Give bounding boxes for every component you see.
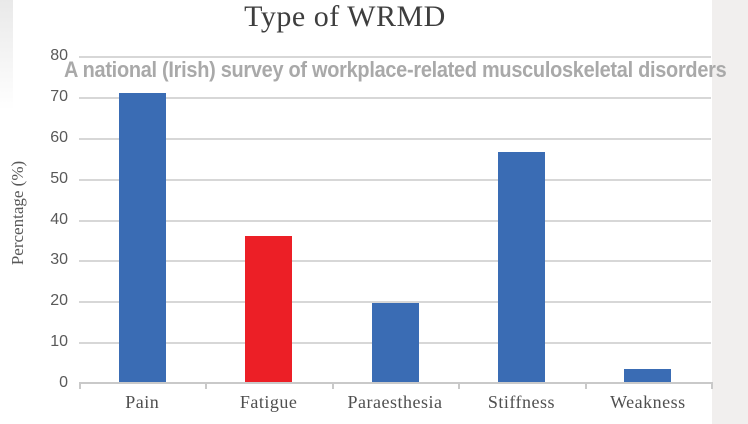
x-axis-line [79, 382, 713, 384]
x-axis-tick [584, 384, 587, 389]
y-tick-label-20: 20 [50, 292, 68, 310]
x-axis-category-labels: Pain Fatigue Paraesthesia Stiffness Weakness [79, 392, 711, 413]
bars-group [79, 56, 711, 383]
bar-column-stiffness [458, 56, 584, 383]
bar-column-pain [79, 56, 205, 383]
y-tick-label-10: 10 [50, 333, 68, 351]
gridline-70 [79, 96, 711, 99]
gridline-20 [79, 301, 711, 304]
x-label-paraesthesia: Paraesthesia [347, 392, 443, 412]
y-tick-label-60: 60 [50, 128, 68, 146]
x-axis-tick [79, 384, 81, 389]
bar-column-fatigue [205, 56, 331, 383]
bar-weakness [624, 368, 672, 383]
x-label-weakness: Weakness [610, 392, 686, 412]
x-axis-tick [711, 384, 713, 389]
page-edge-left [0, 0, 13, 110]
y-tick-label-50: 50 [50, 169, 68, 187]
watermark-text: A national (Irish) survey of workplace-r… [64, 57, 727, 82]
plot-area [79, 56, 711, 383]
bar-column-weakness [585, 56, 711, 383]
gridline-60 [79, 137, 711, 140]
x-axis-tick [205, 384, 208, 389]
y-tick-label-70: 70 [50, 87, 68, 105]
x-label-stiffness: Stiffness [487, 392, 556, 412]
x-axis-tick [458, 384, 461, 389]
bar-column-paraesthesia [332, 56, 458, 383]
y-tick-label-80: 80 [50, 47, 68, 64]
y-tick-label-30: 30 [50, 251, 68, 269]
y-tick-label-40: 40 [50, 210, 68, 228]
gridline-30 [79, 260, 711, 263]
bar-stiffness [497, 152, 545, 383]
bar-fatigue [245, 235, 293, 383]
x-label-fatigue: Fatigue [239, 392, 298, 412]
gridline-40 [79, 219, 711, 222]
y-tick-label-0: 0 [59, 374, 68, 391]
bar-paraesthesia [371, 303, 419, 383]
gridline-80 [79, 56, 711, 58]
chart-title: Type of WRMD [244, 0, 446, 33]
x-label-pain: Pain [125, 392, 160, 412]
x-axis-tick [331, 384, 334, 389]
page-edge-right [712, 0, 748, 424]
gridline-50 [79, 178, 711, 181]
bar-pain [118, 92, 166, 383]
